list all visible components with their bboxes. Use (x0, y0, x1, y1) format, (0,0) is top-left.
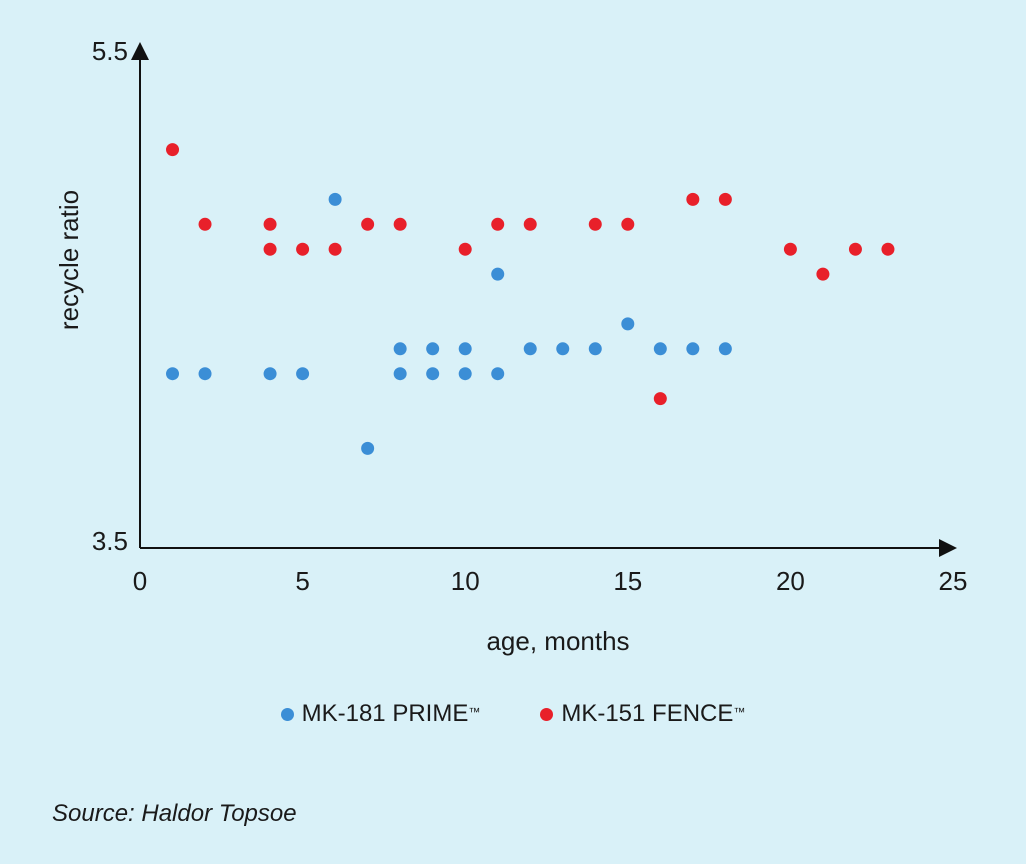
point-mk181 (263, 367, 277, 381)
data-points (166, 143, 895, 455)
y-tick-label: 3.5 (92, 526, 128, 556)
point-mk181 (426, 367, 440, 381)
point-mk181 (328, 192, 342, 206)
y-tick-label: 5.5 (92, 36, 128, 66)
tick-labels: 0 5 10 15 20 25 5.5 3.5 (92, 36, 968, 596)
trademark-mark: ™ (733, 705, 746, 719)
point-mk181 (588, 342, 602, 356)
point-mk151 (458, 242, 472, 256)
point-mk151 (198, 217, 212, 231)
point-mk181 (523, 342, 537, 356)
point-mk181 (393, 342, 407, 356)
point-mk151 (816, 267, 830, 281)
point-mk181 (718, 342, 732, 356)
legend-item-mk181: MK-181 PRIME ™ (280, 700, 481, 728)
x-tick-label: 15 (613, 566, 642, 596)
x-tick-label: 10 (451, 566, 480, 596)
point-mk181 (458, 342, 472, 356)
y-axis-title: recycle ratio (54, 190, 84, 330)
point-mk181 (361, 441, 375, 455)
point-mk151 (393, 217, 407, 231)
point-mk181 (198, 367, 212, 381)
point-mk151 (296, 242, 310, 256)
point-mk181 (556, 342, 570, 356)
legend-label: MK-151 FENCE (561, 700, 734, 727)
legend-item-mk151: MK-151 FENCE ™ (540, 700, 745, 728)
scatter-chart: 0 5 10 15 20 25 5.5 3.5 age, months recycle rat… (54, 36, 968, 656)
x-axis-title: age, months (486, 626, 629, 656)
point-mk151 (491, 217, 505, 231)
point-mk181 (166, 367, 180, 381)
point-mk181 (458, 367, 472, 381)
source-note: Source: Haldor Topsoe (52, 800, 297, 827)
point-mk181 (653, 342, 667, 356)
legend-marker-red (540, 707, 554, 721)
point-mk151 (718, 192, 732, 206)
point-mk151 (588, 217, 602, 231)
point-mk151 (848, 242, 862, 256)
point-mk151 (361, 217, 375, 231)
point-mk181 (621, 317, 635, 331)
point-mk151 (328, 242, 342, 256)
point-mk151 (621, 217, 635, 231)
point-mk151 (783, 242, 797, 256)
legend-label: MK-181 PRIME (301, 700, 469, 727)
point-mk151 (881, 242, 895, 256)
y-axis-arrow (131, 42, 149, 60)
point-mk181 (686, 342, 700, 356)
x-tick-label: 25 (939, 566, 968, 596)
point-mk151 (166, 143, 180, 157)
point-mk151 (686, 192, 700, 206)
legend: MK-181 PRIME ™ MK-151 FENCE ™ (0, 700, 1026, 728)
point-mk151 (263, 242, 277, 256)
point-mk181 (491, 367, 505, 381)
point-mk151 (263, 217, 277, 231)
legend-marker-blue (280, 707, 294, 721)
point-mk181 (393, 367, 407, 381)
axes (131, 42, 957, 557)
x-tick-label: 5 (295, 566, 309, 596)
x-axis-arrow (939, 539, 957, 557)
point-mk151 (523, 217, 537, 231)
point-mk181 (426, 342, 440, 356)
point-mk181 (491, 267, 505, 281)
point-mk181 (296, 367, 310, 381)
x-tick-label: 20 (776, 566, 805, 596)
trademark-mark: ™ (468, 705, 481, 719)
x-tick-label: 0 (133, 566, 147, 596)
point-mk151 (653, 392, 667, 406)
